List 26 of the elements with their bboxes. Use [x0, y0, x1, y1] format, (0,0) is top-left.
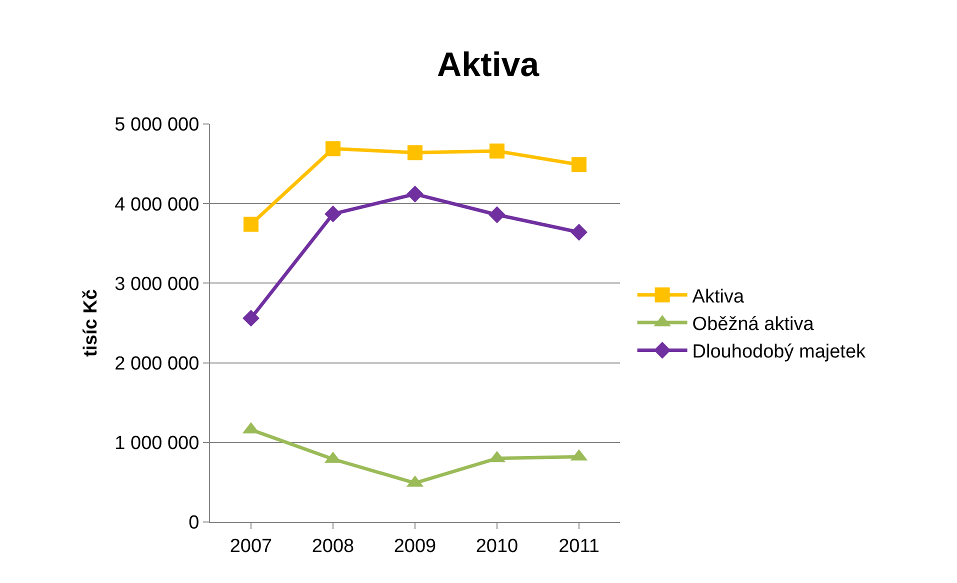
x-tick-label: 2009 [394, 536, 436, 557]
x-tick-label: 2008 [312, 536, 354, 557]
legend-label: Aktiva [692, 286, 744, 308]
point [572, 157, 586, 172]
y-tick-label: 4 000 000 [114, 194, 200, 216]
y-tick-label: 5 000 000 [114, 114, 200, 136]
x-tick-label: 2011 [558, 536, 600, 557]
x-tick-label: 2010 [476, 536, 518, 557]
point [242, 310, 260, 327]
y-axis-title: tisíc Kč [80, 288, 102, 357]
y-tick-label: 3 000 000 [114, 274, 200, 295]
legend-label: Dlouhodobý majetek [692, 342, 866, 363]
x-tick-label: 2007 [230, 536, 272, 557]
chart-title: Aktiva [437, 46, 540, 84]
point [488, 206, 506, 224]
y-tick-label: 0 [188, 512, 200, 534]
point [406, 186, 424, 202]
legend-label: Oběžná aktiva [692, 314, 814, 335]
point [570, 224, 588, 241]
y-tick-label: 1 000 000 [114, 433, 200, 454]
point [324, 206, 342, 222]
point [244, 216, 258, 232]
point [490, 144, 504, 159]
y-tick-label: 2 000 000 [114, 353, 200, 374]
point [326, 141, 340, 156]
point [408, 145, 422, 160]
